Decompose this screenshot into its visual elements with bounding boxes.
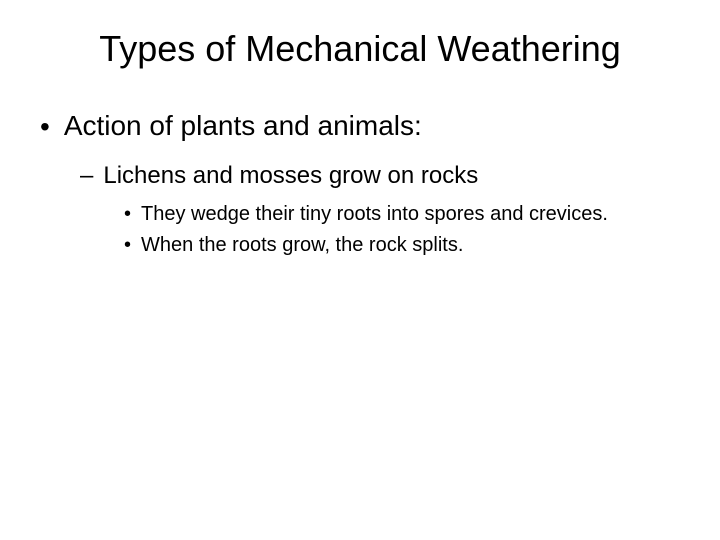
bullet-level2: – Lichens and mosses grow on rocks	[0, 162, 720, 191]
slide-title: Types of Mechanical Weathering	[0, 28, 720, 70]
bullet-marker: •	[40, 110, 50, 144]
bullet-text: Lichens and mosses grow on rocks	[103, 162, 720, 190]
bullet-marker: •	[124, 202, 131, 227]
bullet-text: Action of plants and animals:	[64, 110, 720, 142]
dash-marker: –	[80, 162, 93, 191]
bullet-text: They wedge their tiny roots into spores …	[141, 202, 670, 227]
bullet-level3: • When the roots grow, the rock splits.	[0, 233, 720, 258]
bullet-text: When the roots grow, the rock splits.	[141, 233, 670, 258]
bullet-marker: •	[124, 233, 131, 258]
bullet-level1: • Action of plants and animals:	[0, 110, 720, 144]
bullet-level3: • They wedge their tiny roots into spore…	[0, 202, 720, 227]
